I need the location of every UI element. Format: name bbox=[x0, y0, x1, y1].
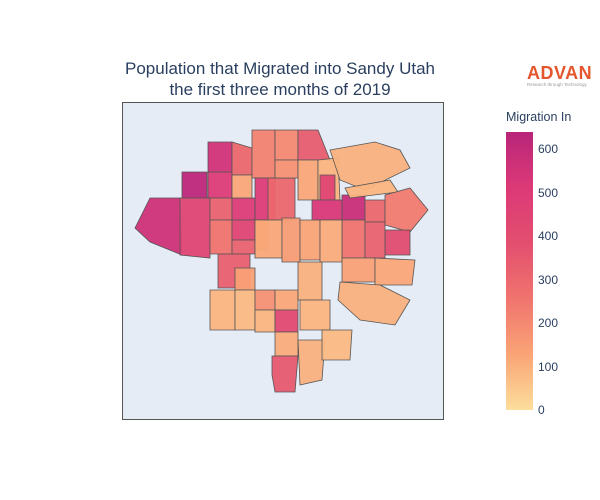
colorbar-tick-label: 100 bbox=[538, 359, 559, 374]
colorbar bbox=[506, 132, 533, 410]
zip-region-22[interactable] bbox=[319, 174, 336, 201]
colorbar-tick-label: 500 bbox=[538, 185, 559, 200]
zip-region-36[interactable] bbox=[341, 257, 376, 283]
zip-region-6[interactable] bbox=[209, 197, 233, 221]
zip-region-9[interactable] bbox=[231, 219, 256, 241]
zip-region-41[interactable] bbox=[209, 289, 236, 331]
zip-region-43[interactable] bbox=[254, 289, 276, 311]
zip-region-13[interactable] bbox=[251, 129, 276, 179]
colorbar-gradient bbox=[506, 132, 533, 410]
colorbar-tick-label: 300 bbox=[538, 272, 559, 287]
zip-region-47[interactable] bbox=[297, 261, 323, 301]
zip-region-37[interactable] bbox=[374, 257, 416, 286]
zip-region-52[interactable] bbox=[321, 329, 353, 361]
advan-logo: ADVAN Research through Technology bbox=[527, 64, 595, 88]
zip-region-25[interactable] bbox=[364, 199, 386, 223]
zip-region-50[interactable] bbox=[271, 355, 299, 393]
zip-region-33[interactable] bbox=[281, 217, 301, 263]
zip-region-28[interactable] bbox=[384, 187, 429, 233]
chart-title: Population that Migrated into Sandy Utah… bbox=[80, 58, 480, 100]
zip-region-2[interactable] bbox=[181, 171, 208, 199]
zip-region-51[interactable] bbox=[297, 339, 326, 386]
zip-region-17[interactable] bbox=[274, 129, 299, 161]
colorbar-title: Migration In bbox=[506, 110, 572, 124]
advan-logo-wordmark: ADVAN bbox=[527, 63, 593, 83]
zip-region-40[interactable] bbox=[234, 267, 256, 291]
zip-region-3[interactable] bbox=[179, 197, 211, 259]
zip-region-42[interactable] bbox=[234, 289, 256, 331]
colorbar-tick-label: 400 bbox=[538, 229, 559, 244]
zip-region-34[interactable] bbox=[299, 219, 321, 261]
zip-region-38[interactable] bbox=[337, 281, 411, 326]
zip-region-18[interactable] bbox=[274, 159, 299, 179]
zip-region-7[interactable] bbox=[209, 219, 233, 255]
zip-region-16[interactable] bbox=[267, 177, 296, 221]
choropleth-map[interactable] bbox=[122, 102, 444, 420]
zip-region-8[interactable] bbox=[231, 197, 256, 221]
zip-region-49[interactable] bbox=[274, 331, 299, 357]
zip-region-46[interactable] bbox=[274, 309, 299, 333]
zip-region-26[interactable] bbox=[329, 141, 411, 191]
zip-region-23[interactable] bbox=[311, 199, 343, 221]
zip-region-35[interactable] bbox=[319, 219, 343, 263]
zip-region-32[interactable] bbox=[254, 219, 283, 259]
chart-title-line-1: Population that Migrated into Sandy Utah bbox=[125, 59, 435, 78]
zip-region-12[interactable] bbox=[231, 174, 253, 199]
colorbar-tick-label: 0 bbox=[538, 403, 545, 417]
zip-region-5[interactable] bbox=[207, 171, 233, 199]
zip-region-11[interactable] bbox=[231, 141, 253, 176]
zip-region-30[interactable] bbox=[341, 219, 366, 259]
zip-region-44[interactable] bbox=[274, 289, 299, 311]
colorbar-tick-label: 200 bbox=[538, 316, 559, 331]
zip-region-48[interactable] bbox=[299, 299, 331, 331]
zip-region-10[interactable] bbox=[231, 239, 256, 255]
advan-logo-tagline: Research through Technology bbox=[527, 82, 587, 87]
zip-region-31[interactable] bbox=[364, 221, 386, 259]
zip-region-4[interactable] bbox=[207, 141, 233, 173]
zip-region-45[interactable] bbox=[254, 309, 276, 333]
zip-region-29[interactable] bbox=[384, 229, 411, 256]
zip-region-24[interactable] bbox=[341, 194, 366, 221]
chart-title-line-2: the first three months of 2019 bbox=[169, 80, 391, 99]
colorbar-tick-label: 600 bbox=[538, 142, 559, 157]
zip-region-20[interactable] bbox=[297, 159, 319, 201]
regions-layer bbox=[134, 129, 429, 393]
